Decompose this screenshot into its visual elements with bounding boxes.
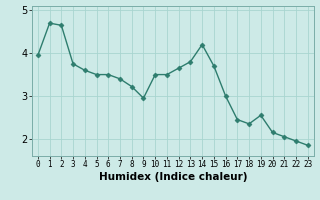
- X-axis label: Humidex (Indice chaleur): Humidex (Indice chaleur): [99, 172, 247, 182]
